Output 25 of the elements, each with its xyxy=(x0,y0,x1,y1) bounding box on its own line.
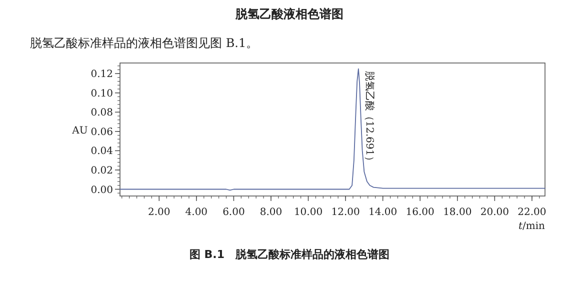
x-tick-label: 16.00 xyxy=(406,207,434,218)
text: 图 B.1 脱氢乙酸标准样品的液相色谱图 xyxy=(189,248,390,261)
x-tick-label: 22.00 xyxy=(518,207,546,218)
x-tick-label: 12.00 xyxy=(331,207,360,218)
x-tick-label: 6.00 xyxy=(222,207,245,218)
y-tick-label: 0.08 xyxy=(90,108,113,119)
line-series xyxy=(120,68,546,191)
chart-subtitle: 脱氢乙酸标准样品的液相色谱图见图 B.1。 xyxy=(30,36,258,50)
x-tick-label: 14.00 xyxy=(368,207,398,218)
x-tick-label: 20.00 xyxy=(480,207,509,218)
x-tick-label: 2.00 xyxy=(148,207,170,218)
y-tick-label: 0.04 xyxy=(90,146,113,158)
x-tick-label: 18.00 xyxy=(443,207,472,218)
chart-title: 脱氢乙酸液相色谱图 xyxy=(234,7,344,21)
annotation: 脱氢乙酸（12.691） xyxy=(363,70,376,166)
y-tick-label: 0.02 xyxy=(90,165,113,176)
x-tick-label: 8.00 xyxy=(260,207,282,218)
x-tick-label: 10.00 xyxy=(294,207,323,218)
x-axis-title: t/min xyxy=(518,221,546,232)
y-tick-label: 0.00 xyxy=(90,184,113,196)
y-axis-title: AU xyxy=(71,126,88,136)
y-tick-label: 0.10 xyxy=(90,88,113,100)
x-tick-label: 4.00 xyxy=(185,207,208,218)
y-tick-label: 0.12 xyxy=(90,69,113,80)
y-tick-label: 0.06 xyxy=(90,126,113,138)
